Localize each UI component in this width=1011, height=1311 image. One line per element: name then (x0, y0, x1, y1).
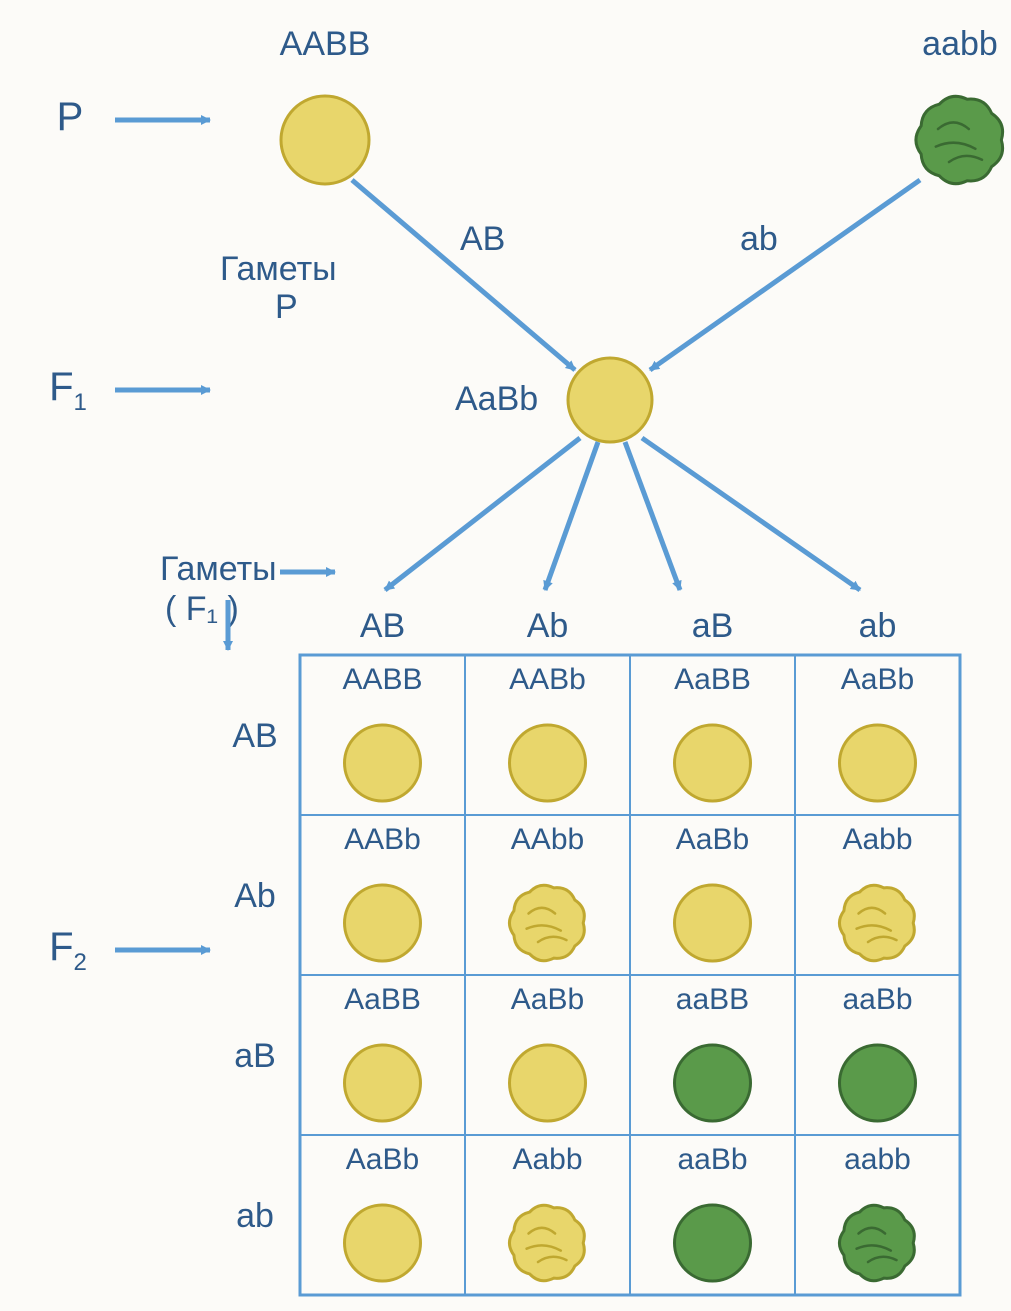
cell-0-3-pea (840, 725, 916, 801)
parent-left-genotype: AABB (280, 25, 371, 63)
gametes-P-sub: P (275, 288, 298, 326)
cell-1-3-pea (839, 885, 914, 960)
arrow-to-f1-1 (650, 180, 920, 370)
cell-3-2-pea (675, 1205, 751, 1281)
cell-2-0-pea (345, 1045, 421, 1121)
cell-2-1-genotype: AaBb (511, 983, 584, 1016)
arrow-from-f1-2 (625, 442, 680, 590)
cell-0-3-genotype: AaBb (841, 663, 914, 696)
cell-2-3-pea (840, 1045, 916, 1121)
parent-gamete-right: ab (740, 220, 778, 258)
cell-3-2-genotype: aaBb (677, 1143, 747, 1176)
cell-0-0-pea (345, 725, 421, 801)
cell-2-1-pea (510, 1045, 586, 1121)
cell-3-3-pea (839, 1205, 914, 1280)
cell-3-0-pea (345, 1205, 421, 1281)
cell-3-3-genotype: aabb (844, 1143, 911, 1176)
cell-3-1-genotype: Aabb (512, 1143, 582, 1176)
row-header-3: ab (236, 1197, 274, 1235)
row-header-2: aB (234, 1037, 276, 1075)
col-header-0: AB (360, 607, 405, 645)
cell-3-1-pea (509, 1205, 584, 1280)
cell-2-2-pea (675, 1045, 751, 1121)
col-header-2: aB (692, 607, 734, 645)
row-header-0: AB (232, 717, 277, 755)
parent-gamete-left: AB (460, 220, 505, 258)
gametes-P-label: Гаметы (220, 250, 337, 288)
arrow-from-f1-3 (642, 438, 860, 590)
cell-2-3-genotype: aaBb (842, 983, 912, 1016)
arrow-to-f1-0 (352, 180, 575, 370)
cell-2-2-genotype: aaBB (676, 983, 749, 1016)
cell-1-2-pea (675, 885, 751, 961)
label-F1: F1 (49, 365, 87, 416)
cell-0-0-genotype: AABB (342, 663, 422, 696)
cell-1-3-genotype: Aabb (842, 823, 912, 856)
gametes-F1-label: Гаметы (160, 550, 277, 588)
cell-2-0-genotype: AaBB (344, 983, 421, 1016)
f1-genotype: AaBb (455, 380, 538, 418)
col-header-3: ab (859, 607, 897, 645)
parent-right-pea (916, 96, 1003, 183)
cell-0-1-genotype: AABb (509, 663, 586, 696)
cell-1-1-pea (509, 885, 584, 960)
cell-0-1-pea (510, 725, 586, 801)
parent-left-pea (281, 96, 369, 184)
cell-1-0-genotype: AABb (344, 823, 421, 856)
cell-1-0-pea (345, 885, 421, 961)
row-header-1: Ab (234, 877, 276, 915)
cell-1-2-genotype: AaBb (676, 823, 749, 856)
cell-1-1-genotype: AAbb (511, 823, 584, 856)
cell-0-2-pea (675, 725, 751, 801)
arrow-from-f1-1 (545, 442, 598, 590)
col-header-1: Ab (527, 607, 569, 645)
f1-pea (568, 358, 652, 442)
cell-3-0-genotype: AaBb (346, 1143, 419, 1176)
cell-0-2-genotype: AaBB (674, 663, 751, 696)
label-F2: F2 (49, 925, 87, 976)
parent-right-genotype: aabb (922, 25, 998, 63)
label-P: P (57, 95, 84, 139)
